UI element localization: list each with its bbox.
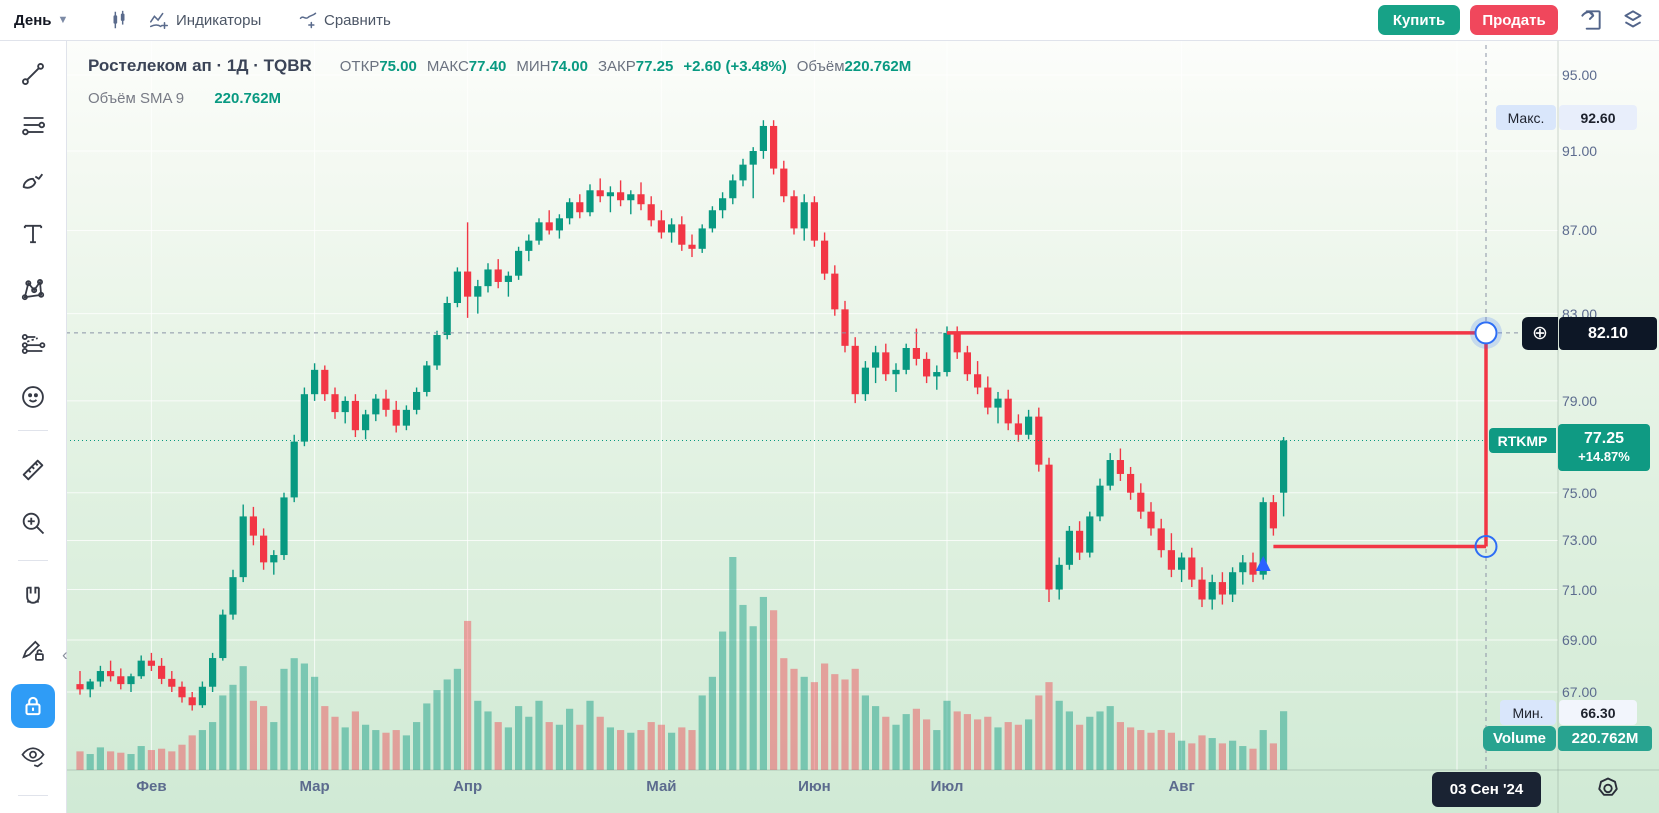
hide-drawings-icon[interactable]: [13, 737, 53, 777]
scale-settings-icon[interactable]: [1594, 775, 1622, 808]
month-label-Июл: Июл: [930, 778, 964, 795]
last-price-badge: 77.25 +14.87%: [1558, 424, 1650, 471]
last-price: 77.25: [1583, 430, 1625, 448]
volume-sma-value: 220.762M: [214, 90, 282, 107]
compare-button[interactable]: Сравнить: [298, 0, 391, 40]
trend-line-icon[interactable]: [13, 54, 53, 94]
crosshair-date-badge: 03 Сен '24: [1432, 772, 1541, 807]
month-label-Фев: Фев: [136, 778, 167, 795]
volume-badge-label: Volume: [1483, 726, 1556, 751]
last-price-symbol-badge: RTKMP: [1489, 428, 1556, 453]
xabcd-pattern-icon[interactable]: [13, 269, 53, 309]
object-tree-icon[interactable]: [1620, 7, 1648, 33]
drawing-toolbar: [0, 40, 67, 813]
lock-all-icon[interactable]: [11, 684, 55, 728]
price-tick-label: 71.00: [1562, 581, 1598, 598]
max-price-label: Макс.: [1496, 105, 1556, 130]
toolbar-divider: [18, 795, 48, 796]
brush-icon[interactable]: [13, 160, 53, 200]
month-label-Апр: Апр: [453, 778, 483, 795]
min-price-value: 66.30: [1559, 700, 1637, 725]
price-tick-label: 91.00: [1562, 143, 1598, 159]
indicators-button[interactable]: Индикаторы: [148, 0, 261, 40]
price-tick-label: 75.00: [1562, 484, 1598, 501]
close-label: ЗАКР: [597, 58, 636, 75]
zoom-in-icon[interactable]: [13, 503, 53, 543]
last-change-percent: +14.87%: [1578, 449, 1630, 465]
emoji-icon[interactable]: [13, 377, 53, 417]
collapse-sidebar-chevron[interactable]: ‹: [62, 645, 68, 664]
price-tick-label: 87.00: [1562, 222, 1598, 239]
min-price-label: Мин.: [1500, 700, 1556, 725]
symbol-title[interactable]: Ростелеком ап · 1Д · TQBR: [88, 56, 312, 75]
volume-badge-value: 220.762M: [1558, 726, 1652, 751]
month-label-Июн: Июн: [798, 778, 831, 795]
draw-lock-icon[interactable]: [13, 630, 53, 670]
volume-value: 220.762M: [844, 58, 912, 75]
horizontal-lines-icon[interactable]: [13, 105, 53, 145]
volume-indicator-row: Объём SMA 9 220.762M: [88, 90, 281, 107]
price-tick-label: 79.00: [1562, 392, 1598, 409]
high-label: МАКС: [426, 58, 469, 75]
buy-button[interactable]: Купить: [1378, 5, 1460, 35]
sell-button[interactable]: Продать: [1470, 5, 1558, 35]
symbol-header: Ростелеком ап · 1Д · TQBR ОТКР75.00 МАКС77…: [88, 56, 911, 76]
volume-sma-label: Объём SMA 9: [88, 90, 185, 107]
timeframe-selector[interactable]: День ▼: [14, 0, 68, 40]
trade-panel-icon[interactable]: [1578, 7, 1606, 33]
low-label: МИН: [516, 58, 551, 75]
month-label-Май: Май: [646, 778, 677, 795]
crosshair-price-badge: 82.10: [1559, 317, 1657, 350]
price-tick-label: 95.00: [1562, 67, 1598, 83]
text-icon[interactable]: [13, 214, 53, 254]
change-value: +2.60 (+3.48%): [683, 58, 787, 75]
volume-label: Объём: [796, 58, 845, 75]
month-label-Мар: Мар: [299, 778, 330, 795]
timeframe-label: День: [14, 11, 52, 29]
candles-icon: [108, 9, 130, 31]
compare-icon: [298, 10, 318, 30]
price-tick-label: 73.00: [1562, 532, 1598, 549]
chevron-down-icon: ▼: [57, 14, 69, 26]
month-label-Авг: Авг: [1168, 778, 1195, 795]
toolbar-divider: [18, 560, 48, 561]
chart-style-button[interactable]: [108, 0, 130, 40]
high-value: 77.40: [468, 58, 507, 75]
indicators-label: Индикаторы: [176, 11, 262, 29]
projection-icon[interactable]: [13, 324, 53, 364]
compare-label: Сравнить: [324, 11, 391, 29]
price-tick-label: 69.00: [1562, 632, 1598, 649]
close-value: 77.25: [635, 58, 674, 75]
price-tick-label: 67.00: [1562, 684, 1598, 700]
toolbar-divider: [18, 430, 48, 431]
open-value: 75.00: [379, 58, 417, 75]
magnet-icon[interactable]: [13, 577, 53, 617]
ruler-icon[interactable]: [13, 450, 53, 490]
open-label: ОТКР: [339, 58, 380, 75]
add-alert-plus-button[interactable]: ⊕: [1522, 317, 1558, 350]
low-value: 74.00: [550, 58, 588, 75]
max-price-value: 92.60: [1559, 105, 1637, 130]
top-toolbar: День ▼ Индикаторы Сравнить Купить Продат…: [0, 0, 1659, 41]
chart-background: [66, 40, 1659, 813]
indicators-icon: [148, 9, 170, 31]
